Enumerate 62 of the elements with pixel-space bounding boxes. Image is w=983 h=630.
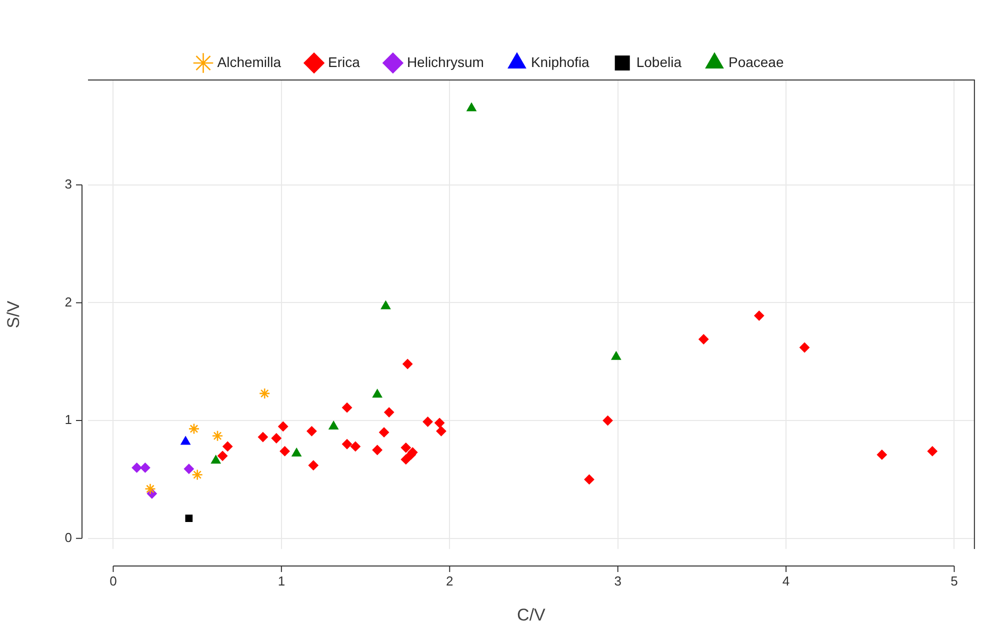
point xyxy=(400,454,411,464)
point xyxy=(328,420,338,430)
point xyxy=(584,474,594,484)
legend-label: Lobelia xyxy=(636,54,682,70)
x-tick-label: 2 xyxy=(446,573,454,588)
x-tick-label: 5 xyxy=(950,573,958,588)
point xyxy=(280,446,290,456)
point xyxy=(384,407,394,418)
point xyxy=(927,446,938,456)
point xyxy=(876,450,887,460)
y-tick-label: 3 xyxy=(64,176,72,192)
point xyxy=(436,426,446,436)
point xyxy=(185,514,193,522)
point xyxy=(144,483,156,495)
legend-label: Kniphofia xyxy=(530,54,590,70)
y-tick-label: 1 xyxy=(64,412,72,428)
point xyxy=(222,441,233,452)
point xyxy=(754,310,764,321)
legend-label: Helichrysum xyxy=(406,54,484,70)
point xyxy=(800,342,810,352)
point xyxy=(698,334,709,344)
point xyxy=(380,300,391,310)
x-tick-label: 0 xyxy=(110,573,117,588)
point xyxy=(402,358,413,369)
point xyxy=(258,388,270,400)
point xyxy=(466,102,476,112)
point xyxy=(271,433,282,444)
x-axis-title: C/V xyxy=(517,605,546,624)
point xyxy=(342,402,352,413)
point xyxy=(602,416,613,426)
point xyxy=(350,441,360,452)
point xyxy=(372,445,382,456)
point xyxy=(258,432,268,442)
point xyxy=(188,423,200,434)
point xyxy=(422,416,433,427)
point xyxy=(306,426,317,436)
point xyxy=(140,462,150,473)
point xyxy=(379,427,390,438)
y-tick-label: 2 xyxy=(64,294,72,310)
point xyxy=(611,351,621,360)
legend-label: Alchemilla xyxy=(217,54,282,70)
legend-label: Erica xyxy=(328,54,360,70)
x-tick-label: 1 xyxy=(278,573,286,588)
point xyxy=(434,418,445,428)
point xyxy=(132,462,142,473)
y-tick-label: 0 xyxy=(64,530,72,545)
point xyxy=(184,464,194,474)
x-tick-label: 4 xyxy=(782,573,790,588)
x-tick-label: 3 xyxy=(614,573,622,588)
point xyxy=(308,460,318,470)
point xyxy=(278,421,288,432)
point xyxy=(211,455,221,464)
point xyxy=(218,450,228,461)
y-axis-title: S/V xyxy=(4,300,23,328)
point xyxy=(292,448,302,457)
point xyxy=(212,430,224,442)
point xyxy=(192,469,203,480)
legend-label: Poaceae xyxy=(728,54,784,70)
point xyxy=(372,389,382,398)
point xyxy=(400,442,411,453)
point xyxy=(342,439,352,450)
point xyxy=(180,436,190,445)
